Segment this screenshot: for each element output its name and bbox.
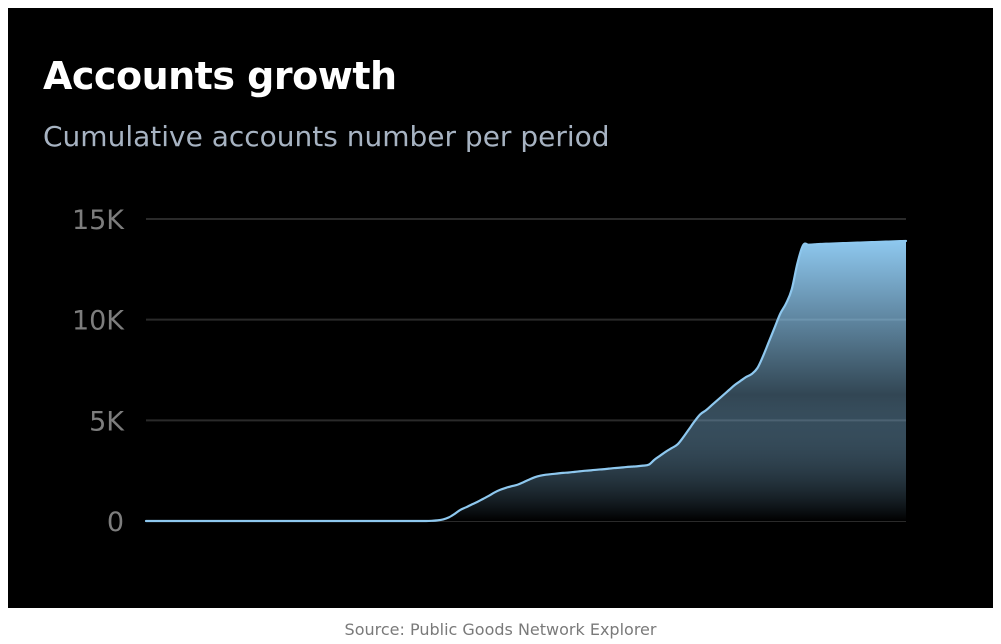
y-tick-label: 15K — [72, 205, 125, 236]
chart-title: Accounts growth — [43, 54, 397, 98]
chart-subtitle: Cumulative accounts number per period — [43, 120, 610, 153]
area-fill — [146, 240, 906, 522]
series-line — [144, 239, 908, 523]
area-chart: 0 5K 10K 15K — [72, 205, 908, 538]
y-axis-ticks: 0 5K 10K 15K — [72, 205, 125, 538]
y-tick-label: 5K — [89, 406, 125, 437]
y-tick-label: 0 — [107, 507, 124, 538]
source-caption: Source: Public Goods Network Explorer — [344, 620, 657, 639]
y-tick-label: 10K — [72, 306, 125, 337]
chart-card: Accounts growth Cumulative accounts numb… — [8, 8, 993, 608]
